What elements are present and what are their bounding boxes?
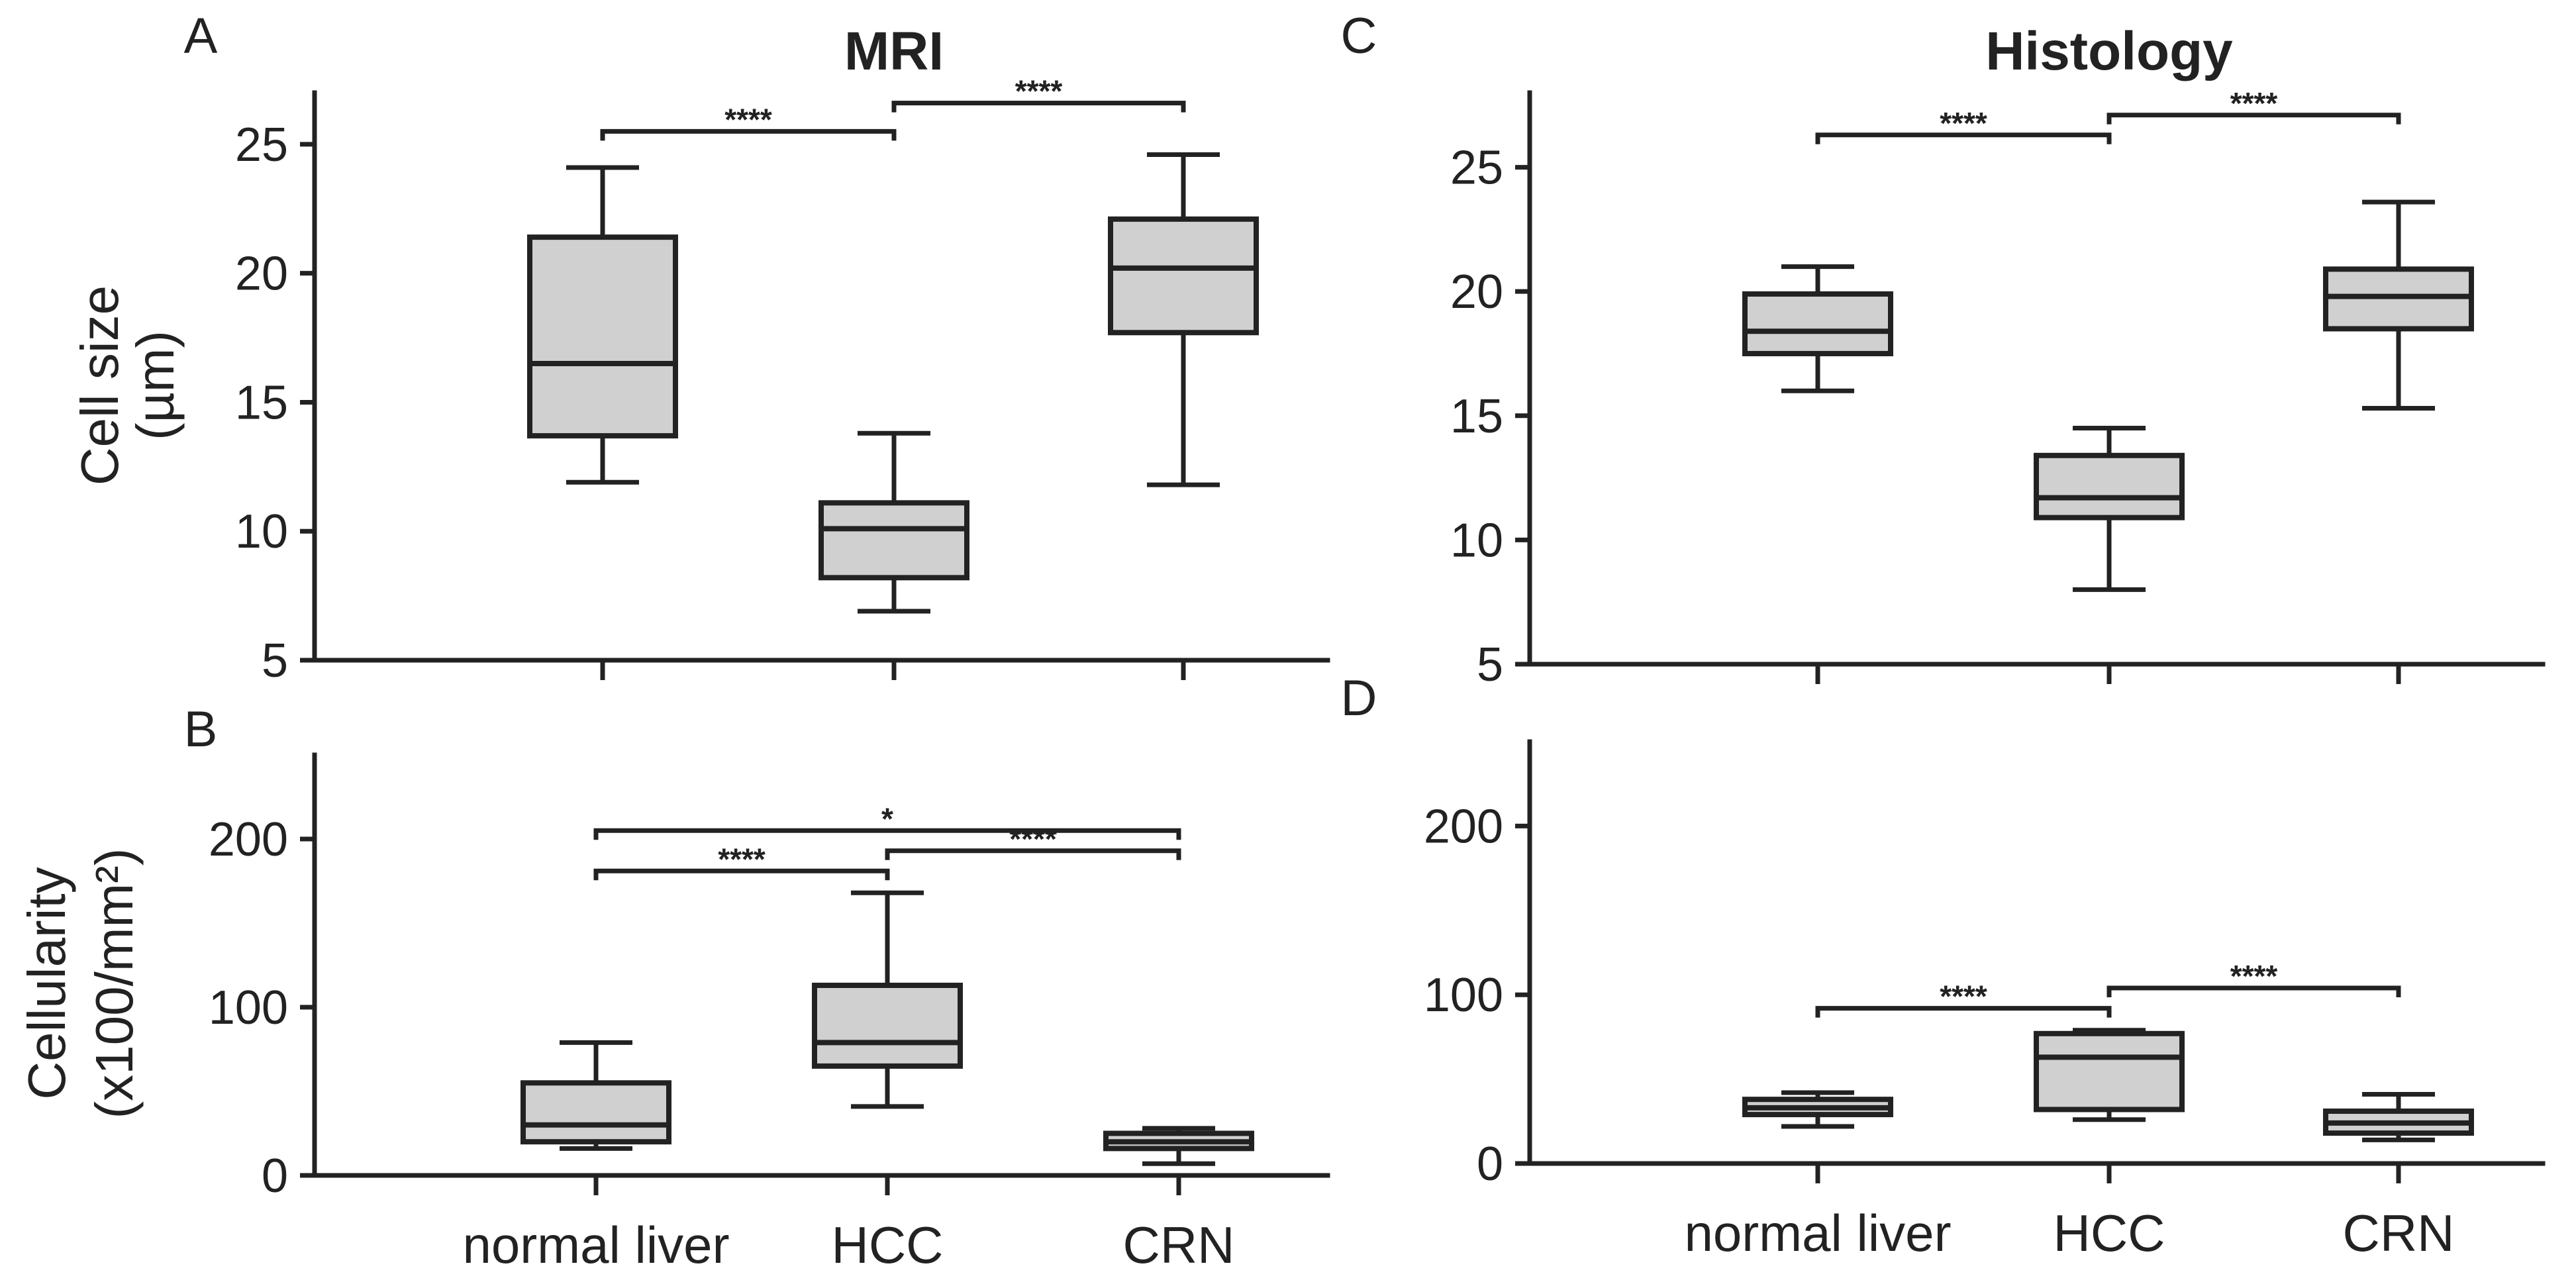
- panel-b-ytick-label: 0: [262, 1150, 288, 1203]
- panel-c-ytick-label: 10: [1450, 514, 1503, 567]
- significance-label: ****: [1015, 74, 1063, 109]
- box-body: [527, 234, 678, 439]
- panel-d-category-label: normal liver: [1684, 1204, 1951, 1262]
- significance-bracket: [600, 128, 897, 141]
- panel-a-ytick-label: 15: [235, 376, 288, 429]
- box-body: [520, 1080, 671, 1145]
- significance-label: ****: [718, 842, 766, 876]
- panel-c-title: Histology: [1985, 21, 2233, 81]
- panel-a-letter: A: [184, 8, 218, 64]
- significance-bracket: [1815, 1006, 2112, 1018]
- significance-bracket: [593, 868, 890, 881]
- significance-bracket: [2106, 985, 2401, 998]
- significance-label: ****: [2230, 86, 2278, 121]
- panel-d-ytick-label: 100: [1424, 969, 1503, 1022]
- panel-b-category-label: normal liver: [462, 1216, 729, 1274]
- significance-bracket: [1815, 132, 2112, 144]
- significance-label: ****: [1009, 822, 1057, 856]
- significance-label: ****: [2230, 959, 2278, 993]
- significance-label: ****: [724, 102, 772, 136]
- panel-b-ylabel-line: (x100/mm²): [85, 848, 144, 1119]
- significance-bracket: [885, 848, 1181, 860]
- panel-a-ytick-label: 25: [235, 119, 288, 172]
- panel-b-ylabel-line: Cellularity: [17, 867, 76, 1099]
- panel-a-ylabel-line: Cell size: [70, 285, 129, 485]
- panel-d-letter: D: [1341, 670, 1377, 726]
- panel-c-ytick-label: 15: [1450, 390, 1503, 443]
- box-body: [1742, 291, 1893, 356]
- significance-label: *: [881, 801, 893, 836]
- box-body: [818, 500, 969, 581]
- panel-a-title: MRI: [844, 21, 944, 81]
- panel-c-ytick-label: 20: [1450, 266, 1503, 319]
- box-body: [2034, 452, 2185, 520]
- panel-b-letter: B: [184, 701, 218, 758]
- panel-c-ytick-label: 5: [1477, 638, 1503, 691]
- panel-c-letter: C: [1341, 8, 1377, 64]
- panel-c-ytick-label: 25: [1450, 142, 1503, 195]
- panel-a-ytick-label: 20: [235, 248, 288, 301]
- box-body: [1108, 216, 1259, 336]
- panel-b-ytick-label: 200: [209, 813, 288, 866]
- panel-a-ylabel-line: (µm): [126, 330, 185, 440]
- significance-bracket: [2106, 113, 2401, 124]
- panel-d-category-label: CRN: [2343, 1204, 2455, 1262]
- significance-label: ****: [1940, 979, 1987, 1014]
- panel-d-ytick-label: 0: [1477, 1138, 1503, 1191]
- panel-a-ytick-label: 10: [235, 505, 288, 558]
- panel-d-category-label: HCC: [2054, 1204, 2165, 1262]
- panel-b-category-label: CRN: [1123, 1216, 1235, 1274]
- box-body: [2034, 1030, 2185, 1113]
- panel-d-ytick-label: 200: [1424, 800, 1503, 853]
- panel-a-ytick-label: 5: [262, 634, 288, 687]
- panel-b-category-label: HCC: [832, 1216, 944, 1274]
- significance-bracket: [891, 101, 1186, 113]
- panel-b-ytick-label: 100: [209, 981, 288, 1034]
- significance-bracket: [593, 828, 1181, 840]
- significance-label: ****: [1940, 106, 1987, 140]
- box-body: [812, 982, 963, 1069]
